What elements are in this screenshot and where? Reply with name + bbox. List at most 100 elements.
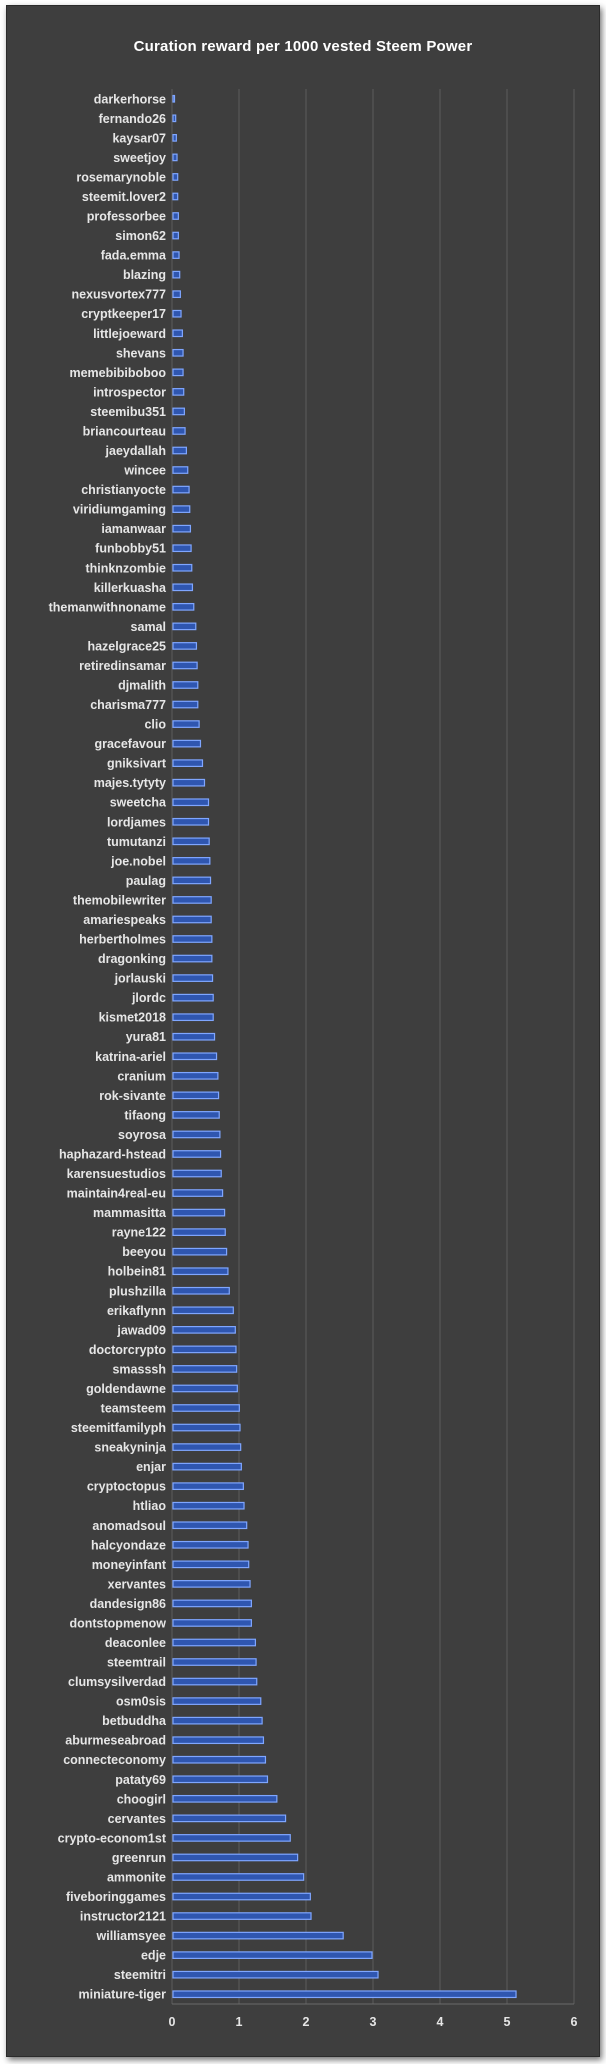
- bar: [172, 1834, 291, 1842]
- bar: [172, 1970, 379, 1979]
- bar: [172, 954, 213, 963]
- category-label: themanwithnoname: [49, 600, 166, 614]
- category-label: crypto-econom1st: [58, 1831, 167, 1845]
- category-label: jorlauski: [114, 972, 166, 986]
- bar: [172, 1912, 312, 1920]
- category-label: goldendawne: [86, 1382, 166, 1396]
- category-label: karensuestudios: [67, 1167, 166, 1181]
- bar: [172, 1150, 222, 1158]
- category-label: cryptoctopus: [87, 1480, 166, 1494]
- category-label: yura81: [126, 1030, 166, 1044]
- bar: [172, 348, 184, 357]
- bar: [172, 1755, 267, 1764]
- bar: [172, 1306, 234, 1315]
- category-label: gniksivart: [107, 757, 167, 771]
- category-label: lordjames: [107, 815, 166, 829]
- bar: [172, 1013, 214, 1022]
- category-label: clumsysilverdad: [68, 1675, 166, 1689]
- category-label: beeyou: [122, 1245, 166, 1259]
- category-label: steemtrail: [107, 1656, 166, 1670]
- bar: [172, 1716, 263, 1725]
- category-label: maintain4real-eu: [67, 1187, 166, 1201]
- bar: [172, 505, 191, 513]
- bar: [172, 1091, 220, 1100]
- bar: [172, 857, 211, 865]
- x-tick-label: 1: [236, 2015, 243, 2029]
- bar: [172, 1951, 373, 1959]
- category-label: kaysar07: [112, 131, 166, 145]
- bar: [172, 759, 204, 768]
- category-label: smasssh: [112, 1362, 166, 1376]
- category-label: clio: [144, 718, 166, 732]
- bar: [172, 720, 200, 728]
- bar: [172, 1873, 305, 1881]
- category-label: moneyinfant: [92, 1558, 167, 1572]
- bar: [172, 1540, 249, 1549]
- category-label: blazing: [123, 268, 166, 282]
- category-label: katrina-ariel: [95, 1050, 166, 1064]
- bar: [172, 1931, 344, 1940]
- category-label: killerkuasha: [94, 581, 167, 595]
- x-tick-label: 2: [303, 2015, 310, 2029]
- category-label: fiveboringgames: [66, 1890, 166, 1904]
- category-label: nexusvortex777: [71, 288, 166, 302]
- bar: [172, 544, 192, 553]
- category-label: htliao: [133, 1499, 167, 1513]
- bar: [172, 1267, 229, 1276]
- bar: [172, 1130, 221, 1139]
- bar: [172, 1189, 224, 1197]
- bar: [172, 1638, 257, 1647]
- bar: [172, 1286, 230, 1295]
- category-label: fada.emma: [101, 249, 167, 263]
- category-label: steemitfamilyph: [71, 1421, 166, 1435]
- category-label: amariespeaks: [83, 913, 166, 927]
- category-label: halcyondaze: [91, 1538, 166, 1552]
- category-label: jawad09: [116, 1323, 166, 1337]
- bar: [172, 993, 214, 1002]
- bar: [172, 1580, 251, 1588]
- category-label: teamsteem: [101, 1402, 166, 1416]
- bar: [172, 876, 212, 885]
- bar: [172, 309, 182, 318]
- category-label: sweetjoy: [113, 151, 166, 165]
- category-label: darkerhorse: [94, 92, 166, 106]
- category-label: sneakyninja: [94, 1441, 167, 1455]
- bar: [172, 251, 180, 259]
- category-label: betbuddha: [102, 1714, 167, 1728]
- bar: [172, 1482, 244, 1491]
- category-label: deaconlee: [105, 1636, 166, 1650]
- chart-title: Curation reward per 1000 vested Steem Po…: [133, 38, 473, 55]
- bar: [172, 1853, 299, 1862]
- bar: [172, 837, 210, 846]
- category-label: steemit.lover2: [82, 190, 166, 204]
- category-label: ammonite: [107, 1870, 166, 1884]
- category-label: holbein81: [108, 1265, 166, 1279]
- bar: [172, 1423, 241, 1432]
- category-label: samal: [131, 620, 166, 634]
- bar: [172, 173, 179, 181]
- category-label: rok-sivante: [99, 1089, 166, 1103]
- bar: [172, 798, 210, 807]
- x-tick-label: 0: [169, 2015, 176, 2029]
- bar: [172, 1111, 220, 1119]
- category-label: rayne122: [112, 1226, 166, 1240]
- bar: [172, 739, 202, 748]
- category-label: edje: [141, 1949, 166, 1963]
- bar: [172, 661, 198, 670]
- category-label: sweetcha: [110, 796, 167, 810]
- category-label: charisma777: [90, 698, 166, 712]
- bar: [172, 1228, 226, 1236]
- category-label: williamsyee: [96, 1929, 167, 1943]
- category-label: introspector: [93, 385, 166, 399]
- bar: [172, 1443, 242, 1451]
- category-label: doctorcrypto: [89, 1343, 166, 1357]
- category-label: majes.tytyty: [94, 776, 166, 790]
- bar: [172, 681, 199, 689]
- category-label: tumutanzi: [107, 835, 166, 849]
- category-label: gracefavour: [94, 737, 166, 751]
- bar: [172, 915, 212, 924]
- bar: [172, 485, 190, 494]
- category-label: funbobby51: [95, 542, 166, 556]
- bar: [172, 427, 186, 435]
- bar: [172, 778, 206, 787]
